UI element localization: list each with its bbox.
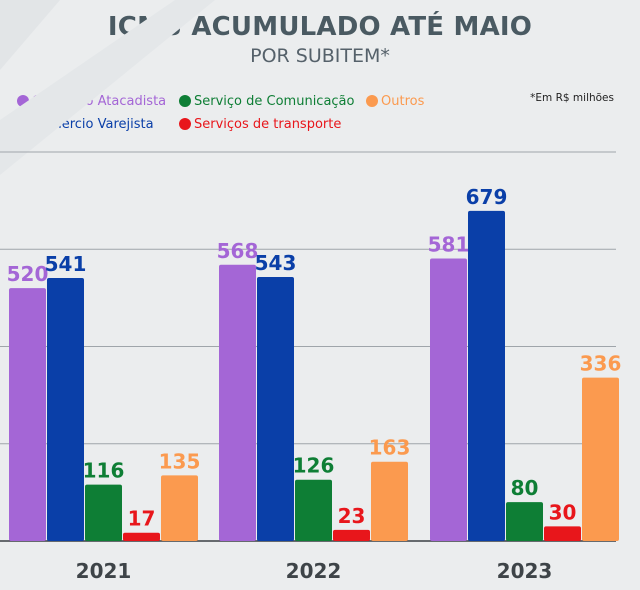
legend-swatch-outros bbox=[366, 95, 378, 107]
bar bbox=[371, 461, 408, 541]
data-label: 135 bbox=[159, 449, 201, 473]
x-tick-label: 2022 bbox=[286, 559, 342, 583]
data-label: 581 bbox=[428, 232, 470, 256]
data-label: 679 bbox=[466, 185, 508, 209]
data-label: 23 bbox=[338, 504, 366, 528]
legend-label-outros: Outros bbox=[381, 93, 425, 109]
data-label: 543 bbox=[255, 251, 297, 275]
legend-label-servicos-transporte: Serviços de transporte bbox=[194, 116, 342, 132]
diagonal-decor-shape bbox=[0, 0, 215, 175]
bar bbox=[123, 532, 160, 541]
data-label: 520 bbox=[7, 262, 49, 286]
bar bbox=[333, 529, 370, 541]
bar bbox=[219, 264, 256, 541]
data-label: 80 bbox=[511, 476, 539, 500]
data-label: 126 bbox=[293, 454, 335, 478]
bar bbox=[9, 288, 46, 541]
corner-decor-shape bbox=[0, 0, 60, 70]
bar bbox=[544, 526, 581, 541]
bars bbox=[9, 210, 619, 541]
data-label: 541 bbox=[45, 252, 87, 276]
data-label: 336 bbox=[580, 352, 622, 376]
x-tick-label: 2021 bbox=[76, 559, 132, 583]
data-label: 30 bbox=[549, 500, 577, 524]
data-label: 568 bbox=[217, 239, 259, 263]
units-note: *Em R$ milhões bbox=[530, 92, 614, 104]
data-label: 116 bbox=[83, 459, 125, 483]
background-decor bbox=[0, 0, 215, 175]
legend-item-servicos-transporte: Serviços de transporte bbox=[179, 116, 341, 132]
legend-label-servico-comunicacao: Serviço de Comunicação bbox=[194, 93, 355, 109]
legend-item-servico-comunicacao: Serviço de Comunicação bbox=[179, 93, 354, 109]
bar bbox=[47, 277, 84, 541]
legend-swatch-servico-comunicacao bbox=[179, 95, 191, 107]
data-label: 163 bbox=[369, 436, 411, 460]
data-label: 17 bbox=[128, 507, 156, 531]
x-tick-label: 2023 bbox=[497, 559, 553, 583]
bar bbox=[430, 258, 467, 541]
x-axis-ticks: 2021 2022 2023 bbox=[76, 559, 553, 583]
bar bbox=[257, 276, 294, 541]
bar bbox=[295, 479, 332, 541]
bar bbox=[468, 210, 505, 541]
chart-subtitle: POR SUBITEM* bbox=[250, 45, 390, 67]
bar bbox=[85, 484, 122, 541]
bar bbox=[506, 502, 543, 541]
bar bbox=[161, 475, 198, 541]
bar bbox=[582, 377, 619, 541]
legend-swatch-servicos-transporte bbox=[179, 118, 191, 130]
legend-item-outros: Outros bbox=[366, 93, 424, 109]
